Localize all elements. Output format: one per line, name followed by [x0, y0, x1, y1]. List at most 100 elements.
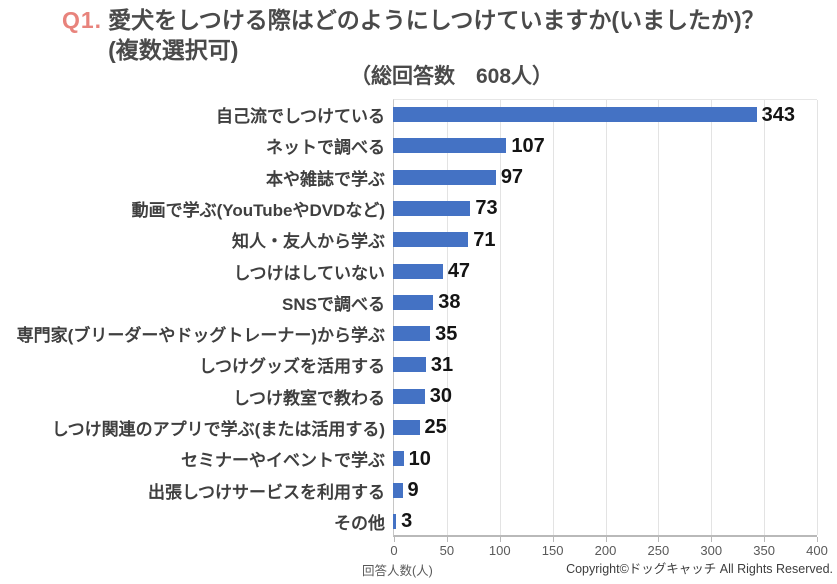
question-number: Q1. [62, 7, 103, 33]
plot-area: 0 50 100 150 200 250 300 350 400 [390, 99, 828, 558]
axis-tick [764, 537, 766, 542]
value-label: 71 [473, 228, 496, 251]
gridline [711, 100, 713, 535]
category-label: 自己流でしつけている [216, 107, 385, 127]
value-label: 35 [435, 322, 458, 345]
axis-tick-label: 150 [541, 543, 564, 558]
axis-tick-label: 0 [390, 543, 398, 558]
bar-track: 71 [393, 224, 817, 255]
bar-row: しつけ教室で教わる 30 [0, 381, 837, 412]
chart-title: Q1. 愛犬をしつける際はどのようにしつけていますか(いましたか)？ (複数選択… [62, 5, 765, 65]
chart-subtitle: （総回答数 608人） [350, 65, 554, 88]
axis-tick [499, 537, 501, 542]
axis-tick [394, 537, 395, 542]
bar-row: しつけグッズを活用する 31 [0, 349, 837, 380]
gridline [552, 100, 554, 535]
value-label: 25 [424, 416, 447, 439]
title-line2: (複数選択可) [108, 37, 239, 63]
gridline [764, 100, 766, 535]
bar [393, 232, 469, 248]
category-label: しつけグッズを活用する [199, 357, 385, 377]
bar-row: SNSで調べる 38 [0, 287, 837, 318]
bar [393, 138, 507, 154]
x-axis-label: 回答人数(人) [362, 564, 433, 578]
value-label: 30 [429, 385, 453, 408]
axis-tick [711, 537, 713, 542]
axis-tick [446, 537, 448, 542]
gridline [605, 100, 607, 535]
value-label: 10 [408, 447, 431, 470]
bar-row: 出張しつけサービスを利用する 9 [0, 474, 837, 505]
bar [393, 169, 496, 185]
gridline [658, 100, 660, 535]
bar-row: ネットで調べる 107 [0, 130, 837, 161]
bar-track: 47 [393, 255, 817, 286]
bar-row: 自己流でしつけている 343 [0, 99, 837, 130]
axis-tick [552, 537, 554, 542]
bar [393, 482, 403, 498]
bar [393, 200, 471, 216]
category-label: しつけ教室で教わる [233, 388, 385, 408]
bar-track: 10 [393, 443, 817, 474]
bar-row: その他 3 [0, 506, 837, 537]
value-label: 3 [401, 510, 413, 533]
axis-tick-label: 400 [806, 543, 828, 558]
bar-row: しつけ関連のアプリで学ぶ(または活用する) 25 [0, 412, 837, 443]
axis-tick [605, 537, 607, 542]
bar-track: 35 [393, 318, 817, 349]
title-line1: 愛犬をしつける際はどのようにしつけていますか(いましたか)？ [108, 7, 765, 33]
gridline [499, 100, 501, 535]
category-label: その他 [334, 513, 385, 533]
category-label: しつけ関連のアプリで学ぶ(または活用する) [51, 419, 385, 439]
bar-track: 343 [393, 99, 817, 130]
gridline [817, 100, 818, 535]
bar [393, 388, 425, 404]
axis-tick-label: 250 [647, 543, 670, 558]
category-label: セミナーやイベントで学ぶ [181, 451, 385, 471]
bar-track: 31 [393, 349, 817, 380]
bar-track: 9 [393, 474, 817, 505]
category-label: SNSで調べる [282, 294, 385, 314]
axis-tick-label: 200 [594, 543, 617, 558]
gridline [446, 100, 448, 535]
bar-track: 107 [393, 130, 817, 161]
bar-row: 動画で学ぶ(YouTubeやDVDなど) 73 [0, 193, 837, 224]
bar [393, 294, 434, 310]
question-text: 愛犬をしつける際はどのようにしつけていますか(いましたか)？ (複数選択可) [108, 5, 765, 65]
copyright-text: Copyright©ドッグキャッチ All Rights Reserved. [566, 562, 833, 576]
value-label: 73 [475, 197, 498, 220]
value-label: 31 [430, 353, 454, 376]
value-label: 38 [438, 291, 461, 314]
bar-track: 97 [393, 162, 817, 193]
value-label: 107 [511, 134, 545, 157]
axis-tick-label: 100 [488, 543, 511, 558]
bar [393, 513, 397, 529]
bar-row: 専門家(ブリーダーやドッグトレーナー)から学ぶ 35 [0, 318, 837, 349]
axis-tick-label: 350 [753, 543, 775, 558]
axis-tick-label: 50 [439, 543, 455, 558]
bar-rows: 自己流でしつけている 343 ネットで調べる 107 本や雑誌で学ぶ 97 動画で学ぶ(Yo… [0, 99, 837, 537]
category-label: 動画で学ぶ(YouTubeやDVDなど) [131, 200, 385, 220]
bar-row: セミナーやイベントで学ぶ 10 [0, 443, 837, 474]
bar-row: 本や雑誌で学ぶ 97 [0, 162, 837, 193]
category-label: しつけはしていない [233, 263, 385, 283]
value-label: 343 [761, 103, 795, 126]
bar-track: 3 [393, 506, 817, 537]
bar [393, 263, 443, 279]
bar-row: しつけはしていない 47 [0, 255, 837, 286]
bar-track: 73 [393, 193, 817, 224]
bar [393, 326, 431, 342]
bar [393, 107, 757, 123]
category-label: ネットで調べる [266, 138, 385, 158]
bar-track: 25 [393, 412, 817, 443]
category-label: 本や雑誌で学ぶ [266, 169, 385, 189]
bar-track: 30 [393, 381, 817, 412]
value-label: 9 [407, 479, 419, 502]
axis-tick [658, 537, 660, 542]
category-label: 出張しつけサービスを利用する [148, 482, 385, 502]
bar-row: 知人・友人から学ぶ 71 [0, 224, 837, 255]
bar [393, 451, 404, 467]
category-label: 知人・友人から学ぶ [232, 232, 385, 252]
value-label: 97 [500, 166, 524, 189]
value-label: 47 [447, 260, 471, 283]
